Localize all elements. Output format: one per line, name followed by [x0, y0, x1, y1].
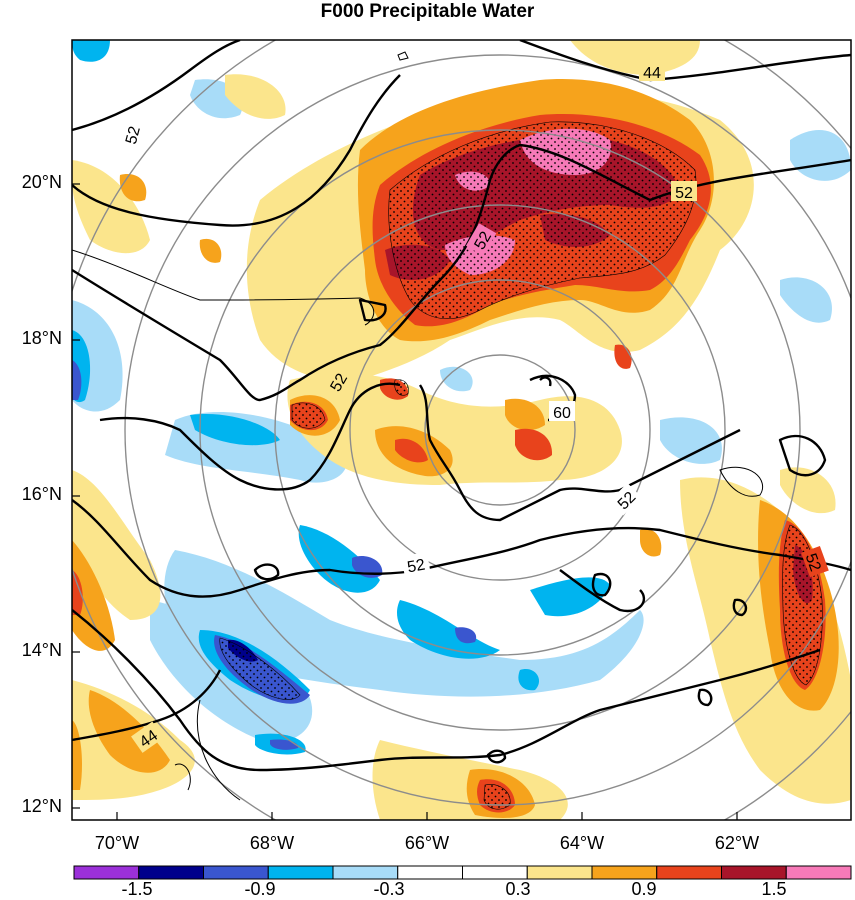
colorbar-box	[397, 865, 463, 880]
colorbar-label: -0.9	[244, 879, 276, 899]
contour-label: 52	[123, 124, 144, 146]
colorbar-box	[332, 865, 399, 880]
lon-label: 64°W	[559, 833, 605, 853]
contour-label: 52	[327, 371, 351, 395]
colorbar-label: -1.5	[121, 879, 153, 899]
colorbar-label: -0.3	[373, 879, 405, 899]
contour-label: 52	[406, 557, 427, 577]
colorbar-label: 1.5	[761, 879, 787, 899]
lat-label: 12°N	[21, 796, 62, 816]
lat-label: 14°N	[21, 640, 62, 660]
contour-label: 60	[553, 405, 571, 422]
range-rings	[72, 40, 851, 820]
contour-label: 44	[643, 65, 661, 82]
contour-label: 52	[471, 229, 495, 253]
pw-contours	[72, 40, 851, 772]
lon-label: 66°W	[404, 833, 450, 853]
lat-label: 20°N	[21, 172, 62, 192]
axis-ticks	[72, 183, 738, 820]
colorbar-box	[73, 865, 140, 880]
colorbar-label: 0.9	[631, 879, 657, 899]
lon-label: 62°W	[714, 833, 760, 853]
colorbar-box	[138, 865, 204, 880]
contour-label: 52	[675, 185, 693, 202]
colorbar-box	[203, 865, 269, 880]
lon-label: 70°W	[94, 833, 140, 853]
colorbar	[73, 865, 852, 880]
colorbar-box	[462, 865, 528, 880]
thin-contours	[72, 51, 763, 801]
map-title: F000 Precipitable Water	[320, 1, 535, 22]
colorbar-label: 0.3	[505, 879, 531, 899]
lon-label: 68°W	[249, 833, 295, 853]
contour-labels: 44 52 52 52 52 60	[118, 61, 829, 753]
lat-label: 18°N	[21, 328, 62, 348]
contour-label: 52	[802, 551, 824, 574]
colorbar-box	[656, 865, 722, 880]
colorbar-box	[591, 865, 658, 880]
colorbar-box	[526, 865, 593, 880]
colorbar-box	[267, 865, 334, 880]
map-frame	[71, 39, 852, 821]
colorbar-box	[721, 865, 787, 880]
colorbar-box	[785, 865, 852, 880]
lat-label: 16°N	[21, 484, 62, 504]
